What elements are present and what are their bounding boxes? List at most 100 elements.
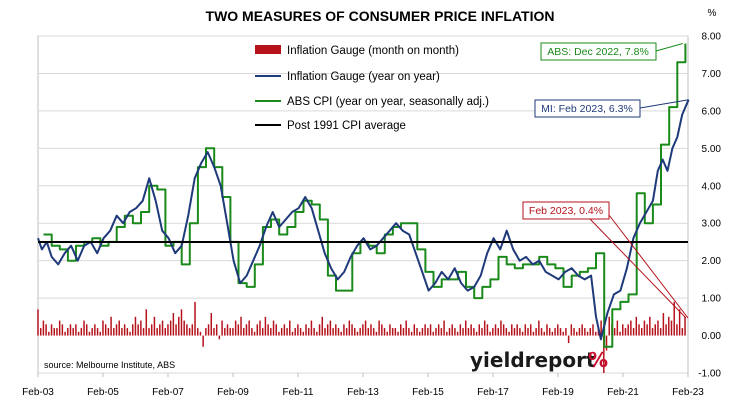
mom-bar (670, 320, 673, 336)
mom-bar (443, 320, 445, 336)
mom-bar (324, 328, 326, 336)
mom-bar (538, 320, 540, 336)
mom-bar (630, 320, 632, 336)
mom-bar (161, 320, 164, 336)
mom-bar (435, 328, 437, 336)
mom-bar (67, 328, 69, 336)
mom-bar (289, 320, 291, 336)
mom-bar (605, 335, 608, 351)
mom-bar (557, 324, 559, 336)
mom-bar (391, 328, 394, 336)
mom-bar (191, 324, 194, 336)
mom-bar (137, 324, 139, 336)
mom-bar (348, 320, 351, 336)
mom-bar (584, 328, 586, 336)
legend-swatch-mom (255, 45, 281, 54)
mom-bar (234, 320, 237, 336)
mom-bar (37, 309, 39, 336)
mom-bar (243, 328, 245, 336)
mom-bar (53, 328, 55, 336)
chart-title: TWO MEASURES OF CONSUMER PRICE INFLATION (206, 8, 555, 24)
mom-bar (56, 328, 58, 336)
annotation-feb-pointer-b (608, 214, 689, 319)
month-on-month-bars (37, 301, 686, 373)
mom-bar (516, 324, 518, 336)
mom-bar (270, 328, 272, 336)
mom-bar (668, 316, 670, 336)
mom-bar (291, 331, 294, 336)
mom-bar (364, 320, 367, 336)
mom-bar (264, 316, 267, 336)
annotation-mi-box (534, 99, 641, 118)
mom-bar (226, 324, 229, 336)
x-tick-label: Feb-05 (87, 387, 119, 398)
mom-bar (359, 328, 361, 336)
mom-bar (110, 316, 112, 336)
mom-bar (362, 324, 364, 336)
mom-bar (107, 328, 110, 336)
mom-bar (207, 324, 210, 336)
mom-bar (80, 328, 83, 336)
mom-bar (259, 320, 261, 336)
mom-bar (248, 320, 250, 336)
mom-bar (424, 324, 426, 336)
x-tick-label: Feb-19 (542, 387, 574, 398)
mom-bar (567, 335, 570, 344)
x-tick-label: Feb-17 (477, 387, 509, 398)
mom-bar (418, 331, 421, 336)
mom-bar (402, 328, 405, 336)
mom-bar (492, 328, 494, 336)
x-tick-label: Feb-21 (607, 387, 639, 398)
mom-bar (565, 328, 567, 336)
y-axis-ticks: -1.00 0.00 1.00 2.00 3.00 4.00 5.00 6.00 7.00 8.0… (698, 32, 721, 380)
mom-bar (213, 328, 215, 336)
yieldreport-logo: yieldreport % (470, 348, 608, 372)
mom-bar (619, 331, 621, 336)
annotation-feb-text: Feb 2023, 0.4% (529, 205, 603, 217)
mom-bar (115, 324, 118, 336)
series-lines (37, 43, 690, 348)
mom-bar (643, 320, 646, 336)
mom-bar (232, 328, 234, 336)
mom-bar (511, 324, 513, 336)
annotation-abs-box (540, 42, 657, 61)
mom-bar (570, 324, 573, 336)
mom-bar (356, 331, 359, 336)
mom-bar (294, 328, 296, 336)
mom-bar (142, 328, 145, 336)
mom-bar (134, 316, 137, 336)
y-tick-label: 4.00 (702, 181, 722, 192)
mom-bar (508, 331, 510, 336)
mom-bar (540, 328, 543, 336)
y-tick-label: 1.00 (702, 294, 722, 305)
mom-bar (58, 320, 61, 336)
mom-bar (502, 324, 505, 336)
mom-bar (64, 331, 66, 336)
mom-bar (316, 331, 318, 336)
mom-bar (546, 324, 548, 336)
mom-bar (104, 324, 107, 336)
mom-bar (470, 324, 472, 336)
mom-bar (640, 328, 643, 336)
mom-bar (665, 324, 667, 336)
mom-bar (421, 328, 424, 336)
mom-bar (61, 324, 64, 336)
y-axis-unit: % (708, 8, 717, 19)
mom-bar (532, 331, 535, 336)
mom-bar (297, 324, 299, 336)
mom-bar (251, 328, 253, 336)
mom-bar (280, 328, 283, 336)
mom-bar (307, 328, 310, 336)
mom-bar (678, 309, 681, 336)
mom-bar (559, 328, 562, 336)
mom-bar (72, 328, 74, 336)
mom-bar (489, 331, 491, 336)
annotation-feb: Feb 2023, 0.4% (522, 201, 689, 319)
mom-bar (186, 324, 188, 336)
mom-bar (164, 328, 166, 336)
mom-bar (102, 320, 104, 336)
mom-bar (313, 328, 315, 336)
mom-bar (77, 331, 80, 336)
mom-bar (372, 328, 375, 336)
